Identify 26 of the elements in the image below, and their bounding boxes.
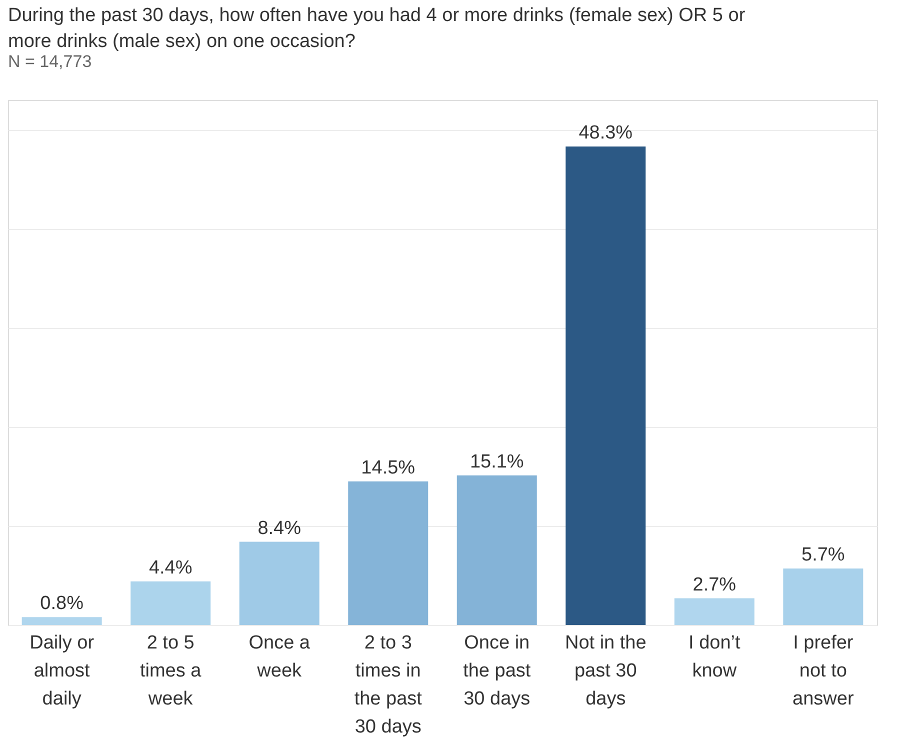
x-tick-label: Once a week: [248, 632, 310, 682]
data-label: 48.3%: [578, 122, 633, 144]
x-tick-label: Not in the past 30 days: [564, 632, 646, 710]
data-label: 0.8%: [40, 593, 84, 614]
data-label: 15.1%: [470, 451, 524, 472]
bar: [239, 542, 320, 625]
bar: [22, 617, 102, 625]
bar: [456, 475, 537, 625]
data-label: 14.5%: [361, 457, 416, 478]
bar: [130, 581, 211, 625]
x-tick-label: Once in the past 30 days: [463, 632, 532, 710]
data-label: 8.4%: [258, 518, 302, 539]
x-tick-label: 2 to 3 times in the past 30 days: [354, 632, 423, 738]
x-tick-label: I prefer not to answer: [792, 632, 854, 710]
chart-subtitle: N = 14,773: [8, 52, 92, 71]
bar: [783, 568, 864, 625]
bar: [566, 146, 646, 625]
x-tick-label: 2 to 5 times a week: [140, 632, 202, 710]
chart-title: During the past 30 days, how often have you had 4 or more drinks (female sex) OR 5 or more drinks (male sex) on one occasion?: [8, 5, 746, 52]
bar: [348, 481, 428, 625]
data-label: 5.7%: [802, 544, 845, 566]
data-label: 4.4%: [148, 557, 192, 578]
bar: [674, 598, 754, 625]
x-tick-label: I don’t know: [688, 632, 741, 682]
x-tick-label: Daily or almost daily: [30, 632, 95, 710]
data-label: 2.7%: [692, 574, 736, 596]
